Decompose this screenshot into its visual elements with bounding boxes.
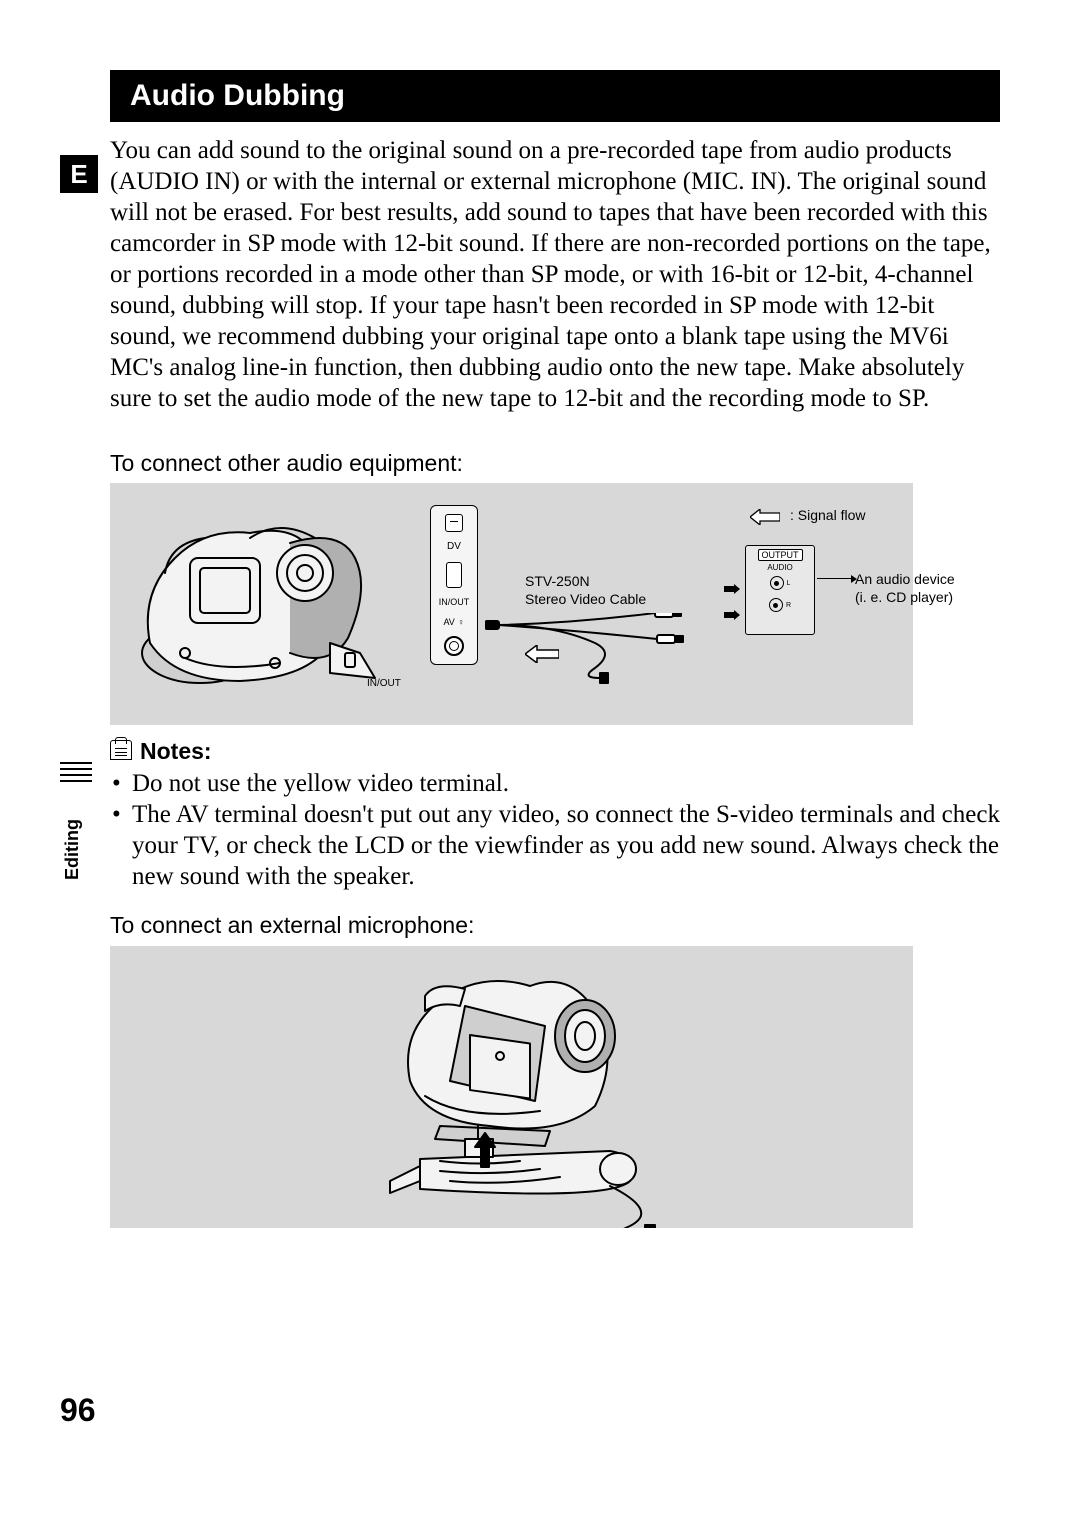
audio-sublabel: AUDIO xyxy=(767,563,792,572)
rca-r-icon xyxy=(769,598,783,612)
note-item: The AV terminal doesn't put out any vide… xyxy=(110,799,1000,892)
av-terminal-icon xyxy=(444,636,464,656)
rca-l-label: L xyxy=(787,580,791,587)
cable-model: STV-250N xyxy=(525,572,646,590)
intro-paragraph: You can add sound to the original sound … xyxy=(110,135,1000,414)
audio-device-label: An audio device (i. e. CD player) xyxy=(855,570,975,606)
device-line1: An audio device xyxy=(855,570,975,588)
dv-label: DV xyxy=(447,541,461,552)
notes-list: Do not use the yellow video terminal. Th… xyxy=(110,768,1000,892)
note-text: The AV terminal doesn't put out any vide… xyxy=(132,801,1000,890)
signal-arrow-large xyxy=(525,645,559,663)
output-label: OUTPUT xyxy=(758,549,803,561)
lead-arrow xyxy=(817,578,851,579)
headphone-icon: ♀ xyxy=(458,617,465,627)
language-badge-text: E xyxy=(70,159,87,190)
subheading-connect-audio: To connect other audio equipment: xyxy=(110,450,463,477)
rca-r-label: R xyxy=(786,602,791,609)
inout-bottom-label: IN/OUT xyxy=(367,678,401,689)
cable-name: Stereo Video Cable xyxy=(525,590,646,608)
legend-signal-flow: : Signal flow xyxy=(790,507,865,523)
cable-label: STV-250N Stereo Video Cable xyxy=(525,572,646,608)
connector-arrow-r xyxy=(724,607,740,617)
manual-page: Audio Dubbing E You can add sound to the… xyxy=(0,0,1080,1535)
language-badge: E xyxy=(60,155,98,193)
data-terminal-icon xyxy=(446,562,462,588)
subheading-connect-mic: To connect an external microphone: xyxy=(110,912,474,939)
av-label: AV xyxy=(443,617,454,627)
note-text: Do not use the yellow video terminal. xyxy=(132,770,509,797)
dv-terminal-icon xyxy=(445,514,463,532)
device-line2: (i. e. CD player) xyxy=(855,588,975,606)
connector-arrow-l xyxy=(724,581,740,591)
page-number: 96 xyxy=(60,1392,96,1429)
section-title-bar: Audio Dubbing xyxy=(110,70,1000,122)
side-ruler xyxy=(60,762,92,786)
inout-label: IN/OUT xyxy=(439,597,470,607)
cable-illustration xyxy=(485,613,745,693)
audio-output-box: OUTPUT AUDIO L R xyxy=(745,545,815,635)
notes-heading: Notes: xyxy=(140,738,212,765)
side-section-label: Editing xyxy=(62,819,83,880)
rca-l-icon xyxy=(770,576,784,590)
figure-connect-audio: DV IN/OUT AV ♀ IN/OUT STV-250N Stereo Vi… xyxy=(110,483,913,725)
section-title: Audio Dubbing xyxy=(130,79,345,113)
legend-arrow-icon xyxy=(750,509,780,525)
note-item: Do not use the yellow video terminal. xyxy=(110,768,1000,799)
notes-icon xyxy=(110,740,132,760)
figure-connect-mic xyxy=(110,946,913,1228)
camcorder-illustration xyxy=(130,503,380,703)
terminal-panel: DV IN/OUT AV ♀ xyxy=(430,505,478,665)
camcorder-mic-illustration xyxy=(110,946,913,1228)
